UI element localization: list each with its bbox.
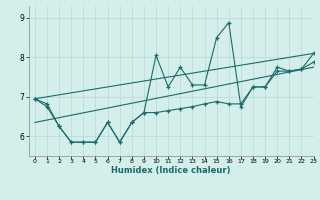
- X-axis label: Humidex (Indice chaleur): Humidex (Indice chaleur): [111, 166, 231, 175]
